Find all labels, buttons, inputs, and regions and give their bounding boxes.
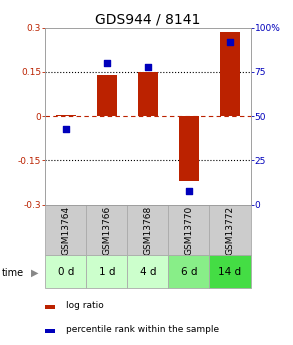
Text: GSM13770: GSM13770 xyxy=(185,205,193,255)
Bar xyxy=(127,255,168,288)
Text: log ratio: log ratio xyxy=(66,301,104,310)
Bar xyxy=(56,115,76,116)
Text: 14 d: 14 d xyxy=(219,267,241,277)
Bar xyxy=(138,72,158,116)
Text: percentile rank within the sample: percentile rank within the sample xyxy=(66,325,219,334)
Point xyxy=(187,188,191,193)
Text: 6 d: 6 d xyxy=(181,267,197,277)
Text: GSM13764: GSM13764 xyxy=(62,205,70,255)
Bar xyxy=(86,255,127,288)
Bar xyxy=(45,305,55,309)
Point xyxy=(146,64,150,69)
Point xyxy=(64,126,68,131)
Bar xyxy=(179,116,199,181)
Bar xyxy=(86,205,127,255)
Bar xyxy=(220,32,240,116)
Bar xyxy=(168,205,209,255)
Point xyxy=(105,60,109,66)
Text: GSM13768: GSM13768 xyxy=(144,205,152,255)
Text: 4 d: 4 d xyxy=(140,267,156,277)
Bar xyxy=(45,255,86,288)
Bar xyxy=(209,205,251,255)
Bar xyxy=(168,255,209,288)
Bar xyxy=(45,205,86,255)
Point xyxy=(228,39,232,45)
Bar xyxy=(97,75,117,116)
Bar xyxy=(45,329,55,333)
Text: GSM13766: GSM13766 xyxy=(103,205,111,255)
Text: ▶: ▶ xyxy=(31,268,38,277)
Bar xyxy=(209,255,251,288)
Text: 1 d: 1 d xyxy=(99,267,115,277)
Bar xyxy=(127,205,168,255)
Text: 0 d: 0 d xyxy=(58,267,74,277)
Text: time: time xyxy=(1,268,24,277)
Title: GDS944 / 8141: GDS944 / 8141 xyxy=(95,12,201,27)
Text: GSM13772: GSM13772 xyxy=(226,205,234,255)
